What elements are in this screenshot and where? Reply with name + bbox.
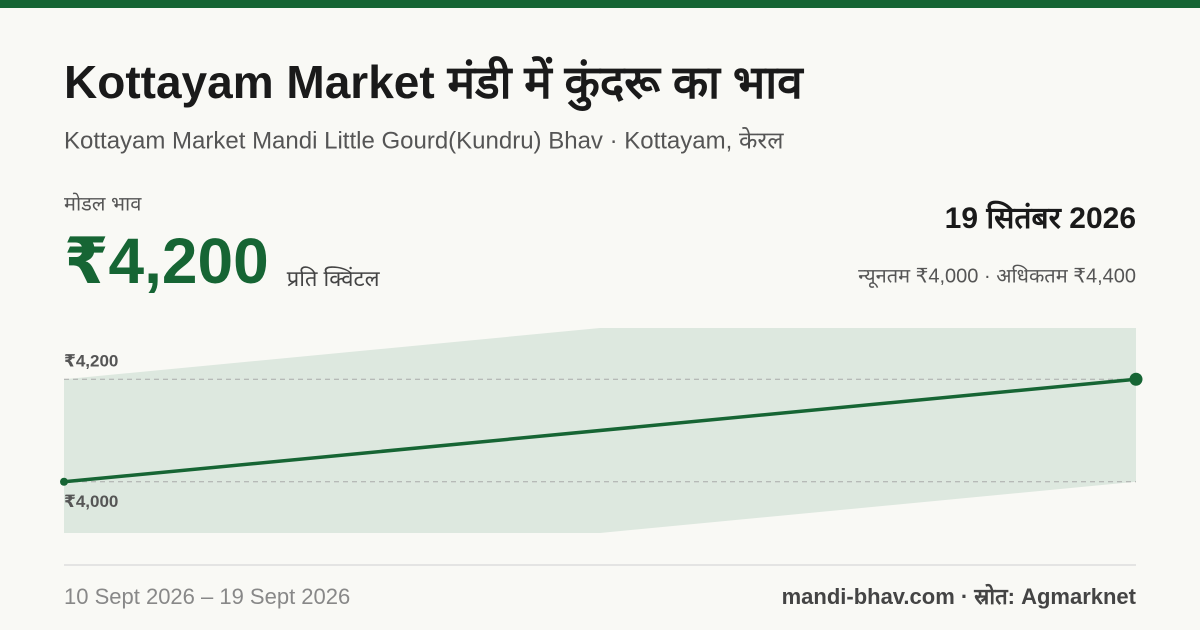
point [60,477,68,486]
top-bar [0,0,1200,8]
source: mandi-bhav.com · स्रोत: Agmarknet [782,583,1137,609]
point [1129,372,1143,386]
subtitle: Kottayam Market Mandi Little Gourd(Kundr… [64,126,784,154]
modal-price: ₹4,200 [64,225,269,297]
date-range: 10 Sept 2026 – 19 Sept 2026 [64,584,350,609]
date: 19 सितंबर 2026 [945,200,1136,235]
y-tick-label: ₹4,000 [64,492,118,511]
y-tick-label: ₹4,200 [64,352,118,371]
modal-label: मोडल भाव [64,192,142,215]
title: Kottayam Market मंडी में कुंदरू का भाव [64,56,804,112]
plot: ₹4,000 ₹4,200 [60,328,1143,533]
min-max: न्यूनतम ₹4,000 · अधिकतम ₹4,400 [858,264,1136,288]
price-line [63,377,1137,484]
unit: प्रति क्विंटल [287,266,381,291]
